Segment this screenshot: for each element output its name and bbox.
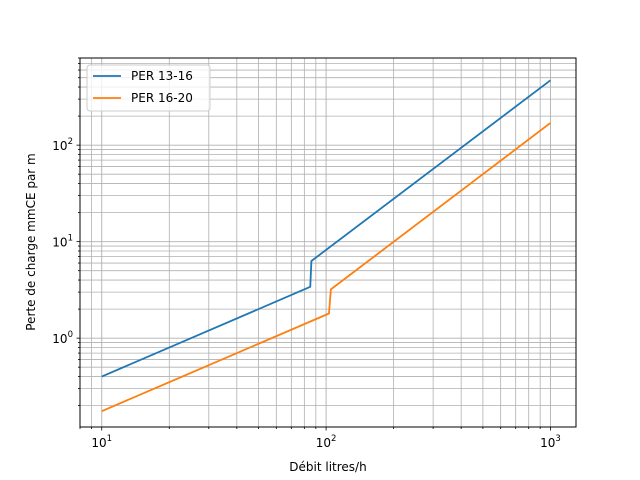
plot-frame [79, 57, 577, 428]
y-tick-label: 102 [52, 137, 73, 153]
x-axis-label: Débit litres/h [289, 460, 366, 474]
legend-label-per-16-20: PER 16-20 [131, 91, 193, 105]
ticks: 101 102 103 100 101 102 [52, 57, 561, 450]
series-lines [101, 79, 551, 413]
y-tick-label: 100 [52, 330, 73, 346]
legend: PER 13-16 PER 16-20 [86, 64, 211, 112]
y-tick-label: 101 [52, 234, 73, 250]
x-tick-label: 102 [316, 434, 337, 450]
y-axis-label: Perte de charge mmCE par m [24, 153, 38, 331]
series-line-per-16-20 [101, 122, 551, 413]
x-tick-label: 101 [91, 434, 112, 450]
legend-label-per-13-16: PER 13-16 [131, 69, 193, 83]
x-tick-label: 103 [540, 434, 561, 450]
series-line-per-13-16 [101, 79, 551, 378]
